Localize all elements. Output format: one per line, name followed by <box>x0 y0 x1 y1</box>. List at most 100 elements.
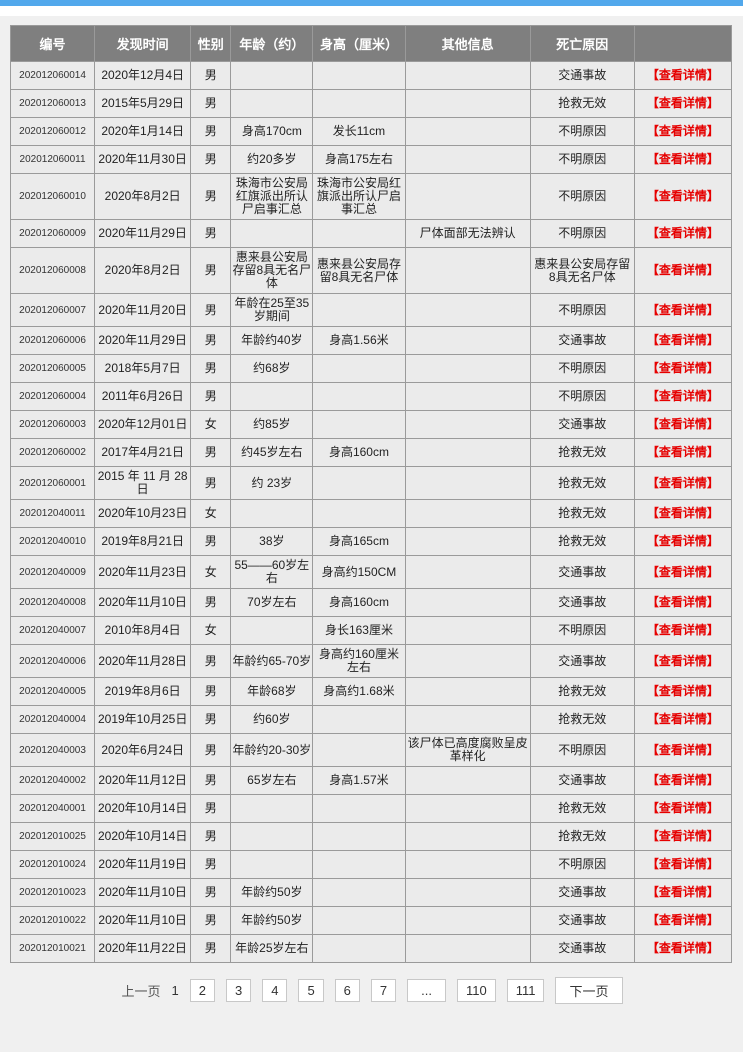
cell-cause: 交通事故 <box>529 766 635 795</box>
cell-age: 约68岁 <box>230 354 314 383</box>
cell-id: 202012040008 <box>9 588 96 617</box>
cell-age <box>230 219 314 248</box>
cell-cause: 抢救无效 <box>529 705 635 734</box>
cell-cause: 抢救无效 <box>529 499 635 528</box>
view-details-link[interactable]: 【查看详情】 <box>646 333 719 347</box>
pagination-next[interactable]: 下一页 <box>555 977 623 1004</box>
cell-gender: 男 <box>190 438 232 467</box>
cell-gender: 男 <box>190 247 232 294</box>
top-accent-bar <box>0 0 743 6</box>
view-details-link[interactable]: 【查看详情】 <box>646 941 719 955</box>
cell-cause: 交通事故 <box>529 906 635 935</box>
view-details-link[interactable]: 【查看详情】 <box>646 801 719 815</box>
view-details-link[interactable]: 【查看详情】 <box>646 829 719 843</box>
cell-cause: 交通事故 <box>529 326 635 355</box>
cell-id: 202012060014 <box>9 61 96 90</box>
view-details-link[interactable]: 【查看详情】 <box>646 417 719 431</box>
view-details-link[interactable]: 【查看详情】 <box>646 152 719 166</box>
cell-other <box>404 61 531 90</box>
cell-gender: 男 <box>190 219 232 248</box>
cell-gender: 男 <box>190 850 232 879</box>
view-details-link[interactable]: 【查看详情】 <box>646 68 719 82</box>
view-details-link[interactable]: 【查看详情】 <box>646 653 719 668</box>
table-row: 202012060010 2020年8月2日男珠海市公安局红旗派出所认尸启事汇总珠… <box>9 173 733 220</box>
cell-id: 202012060011 <box>9 145 96 174</box>
view-details-link[interactable]: 【查看详情】 <box>646 564 719 579</box>
cell-date: 2020年10月23日 <box>94 499 192 528</box>
view-details-link[interactable]: 【查看详情】 <box>646 913 719 927</box>
view-details-link[interactable]: 【查看详情】 <box>646 226 719 240</box>
cell-details: 【查看详情】 <box>633 499 733 528</box>
view-details-link[interactable]: 【查看详情】 <box>646 445 719 459</box>
cell-gender: 男 <box>190 293 232 327</box>
view-details-link[interactable]: 【查看详情】 <box>646 684 719 698</box>
cell-age: 约60岁 <box>230 705 314 734</box>
pagination-page-7[interactable]: 7 <box>370 979 397 1002</box>
cell-date: 2020年8月2日 <box>94 173 192 220</box>
pagination-page-6[interactable]: 6 <box>334 979 360 1002</box>
view-details-link[interactable]: 【查看详情】 <box>646 742 719 757</box>
cell-height: 惠来县公安局存留8具无名尸体 <box>312 247 406 294</box>
view-details-link[interactable]: 【查看详情】 <box>646 389 719 403</box>
cell-age: 年龄约65-70岁 <box>230 644 314 678</box>
cell-gender: 女 <box>190 616 232 645</box>
view-details-link[interactable]: 【查看详情】 <box>646 189 719 203</box>
view-details-link[interactable]: 【查看详情】 <box>646 595 719 609</box>
column-header-cause-of-death: 死亡原因 <box>529 25 635 62</box>
table-row: 202012060002 2017年4月21日男约45岁左右 身高160cm 抢救无效… <box>9 438 733 467</box>
view-details-link[interactable]: 【查看详情】 <box>646 124 719 138</box>
view-details-link[interactable]: 【查看详情】 <box>646 623 719 637</box>
view-details-link[interactable]: 【查看详情】 <box>646 302 719 317</box>
view-details-link[interactable]: 【查看详情】 <box>646 506 719 520</box>
cell-cause: 不明原因 <box>529 117 635 146</box>
cell-other <box>404 906 531 935</box>
cell-height <box>312 293 406 327</box>
table-row: 202012040010 2019年8月21日男 38岁 身高165cm 抢救无效 【查看… <box>9 527 733 556</box>
cell-age: 70岁左右 <box>230 588 314 617</box>
pagination-page-111[interactable]: 111 <box>506 979 545 1002</box>
table-body: 202012060014 2020年12月4日男交通事故 【查看详情】 2020120… <box>9 61 733 963</box>
pagination-page-2[interactable]: 2 <box>189 979 215 1002</box>
view-details-link[interactable]: 【查看详情】 <box>646 712 719 726</box>
cell-gender: 男 <box>190 173 232 220</box>
pagination-page-5[interactable]: 5 <box>298 979 324 1002</box>
cell-cause: 抢救无效 <box>529 677 635 706</box>
cell-gender: 男 <box>190 906 232 935</box>
cell-details: 【查看详情】 <box>633 822 733 851</box>
view-details-link[interactable]: 【查看详情】 <box>646 773 719 787</box>
cell-gender: 男 <box>190 878 232 907</box>
pagination-page-3[interactable]: 3 <box>225 979 252 1002</box>
table-row: 202012010021 2020年11月22日男年龄25岁左右 交通事故 【查看详情… <box>9 934 733 963</box>
pagination-page-110[interactable]: 110 <box>456 979 496 1002</box>
cell-height <box>312 733 406 767</box>
cell-other <box>404 588 531 617</box>
cell-gender: 男 <box>190 354 232 383</box>
view-details-link[interactable]: 【查看详情】 <box>646 96 719 110</box>
cell-details: 【查看详情】 <box>633 850 733 879</box>
column-header-date: 发现时间 <box>94 25 192 62</box>
cell-details: 【查看详情】 <box>633 438 733 467</box>
view-details-link[interactable]: 【查看详情】 <box>646 361 719 375</box>
cell-id: 202012040003 <box>9 733 96 767</box>
view-details-link[interactable]: 【查看详情】 <box>646 263 719 277</box>
table-row: 202012040001 2020年10月14日男 抢救无效 【查看详情】 <box>9 794 733 823</box>
cell-id: 202012010023 <box>9 878 96 907</box>
cell-date: 2020年11月10日 <box>94 878 192 907</box>
pagination-prev[interactable]: 上一页 <box>121 984 161 999</box>
cell-gender: 男 <box>190 145 232 174</box>
view-details-link[interactable]: 【查看详情】 <box>646 857 719 871</box>
cell-other <box>404 499 531 528</box>
table-row: 202012060004 2011年6月26日男 不明原因 【查看详情】 <box>9 382 733 411</box>
pagination-page-4[interactable]: 4 <box>262 979 288 1002</box>
cell-gender: 男 <box>190 117 232 146</box>
pagination-ellipsis[interactable]: ... <box>407 979 446 1002</box>
cell-cause: 不明原因 <box>529 354 635 383</box>
cell-cause: 惠来县公安局存留8具无名尸体 <box>529 247 635 294</box>
cell-details: 【查看详情】 <box>633 878 733 907</box>
view-details-link[interactable]: 【查看详情】 <box>646 885 719 899</box>
view-details-link[interactable]: 【查看详情】 <box>646 475 719 490</box>
table-row: 202012040004 2019年10月25日男约60岁 抢救无效 【查看详情】 <box>9 705 733 734</box>
view-details-link[interactable]: 【查看详情】 <box>646 534 719 548</box>
cell-other: 该尸体已高度腐败呈皮革样化 <box>404 733 531 767</box>
cell-id: 202012040001 <box>9 794 96 823</box>
